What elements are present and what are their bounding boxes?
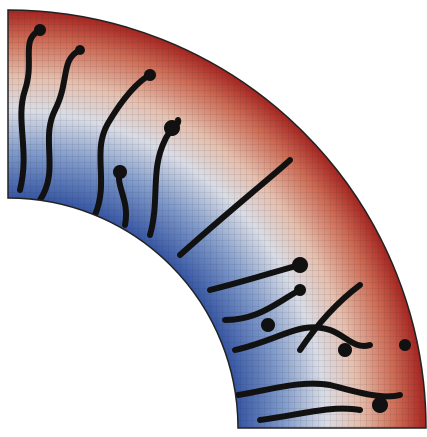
- plume-heads: [34, 24, 411, 413]
- annulus-outline: [7, 9, 427, 429]
- plumes: [17, 27, 403, 423]
